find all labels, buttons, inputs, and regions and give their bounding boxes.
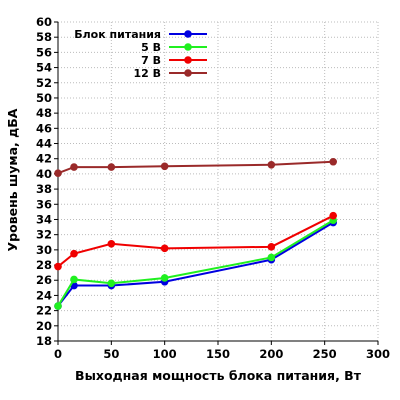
- y-tick-label: 54: [36, 61, 52, 75]
- y-tick-label: 50: [36, 91, 52, 105]
- legend-label: 7 В: [141, 54, 161, 67]
- data-point: [267, 243, 276, 251]
- x-tick-label: 300: [366, 347, 390, 361]
- legend-item: 5 В: [141, 41, 207, 54]
- series-line: [57, 221, 334, 307]
- data-point: [107, 239, 116, 248]
- y-tick-label: 36: [36, 197, 52, 211]
- data-point: [267, 253, 276, 262]
- data-point: [70, 163, 78, 171]
- legend-label: Блок питания: [74, 28, 161, 41]
- y-tick-label: 20: [36, 319, 52, 333]
- y-axis-label: Уровень шума, дБА: [5, 108, 20, 251]
- data-point: [54, 302, 62, 310]
- series-line: [57, 214, 334, 268]
- series-3: [54, 211, 338, 271]
- data-point: [267, 160, 276, 169]
- x-tick-labels: 0 50 100 150 200 250 300: [54, 347, 390, 361]
- data-point: [160, 274, 169, 282]
- series-1: [54, 218, 338, 310]
- y-tick-label: 58: [36, 30, 52, 44]
- legend-item: Блок питания: [74, 28, 207, 41]
- y-tick-label: 46: [36, 121, 52, 135]
- y-tick-label: 28: [36, 258, 52, 272]
- series-line: [57, 219, 334, 307]
- legend-swatch-marker: [184, 69, 192, 77]
- x-tick-label: 0: [54, 347, 62, 361]
- legend-swatch-marker: [184, 30, 192, 38]
- data-point: [54, 169, 62, 177]
- data-point: [70, 249, 78, 258]
- y-tick-label: 48: [36, 106, 52, 120]
- series-4: [54, 157, 338, 177]
- data-point: [70, 275, 78, 284]
- y-tick-label: 24: [36, 288, 52, 302]
- x-tick-label: 250: [313, 347, 337, 361]
- legend-label: 12 В: [133, 67, 161, 80]
- data-point: [54, 262, 62, 271]
- y-tick-label: 38: [36, 182, 52, 196]
- x-tick-label: 200: [259, 347, 283, 361]
- y-tick-label: 52: [36, 76, 52, 90]
- axes: [54, 21, 379, 345]
- data-point: [329, 211, 338, 220]
- series-layer: [54, 157, 338, 310]
- data-point: [107, 279, 116, 288]
- legend-item: 7 В: [141, 54, 207, 67]
- x-tick-label: 50: [103, 347, 119, 361]
- series-line: [57, 160, 334, 175]
- y-tick-label: 42: [36, 152, 52, 166]
- data-point: [329, 157, 338, 166]
- x-tick-label: 150: [206, 347, 230, 361]
- y-tick-label: 22: [36, 304, 52, 318]
- y-tick-label: 60: [36, 15, 52, 29]
- y-tick-label: 56: [36, 45, 52, 59]
- legend-swatch-marker: [184, 56, 192, 64]
- grid: [58, 21, 379, 341]
- x-axis-label: Выходная мощность блока питания, Вт: [75, 368, 362, 383]
- legend-swatch-marker: [184, 43, 192, 51]
- y-tick-label: 18: [36, 334, 52, 348]
- legend-label: 5 В: [141, 41, 161, 54]
- data-point: [160, 162, 169, 171]
- y-tick-label: 32: [36, 228, 52, 242]
- legend-item: 12 В: [133, 67, 207, 80]
- y-tick-label: 26: [36, 273, 52, 287]
- y-tick-label: 34: [36, 212, 52, 226]
- x-tick-label: 100: [153, 347, 177, 361]
- series-2: [54, 216, 338, 310]
- data-point: [107, 163, 116, 171]
- y-tick-label: 40: [36, 167, 52, 181]
- y-tick-label: 44: [36, 137, 52, 151]
- y-tick-label: 30: [36, 243, 52, 257]
- data-point: [160, 244, 169, 253]
